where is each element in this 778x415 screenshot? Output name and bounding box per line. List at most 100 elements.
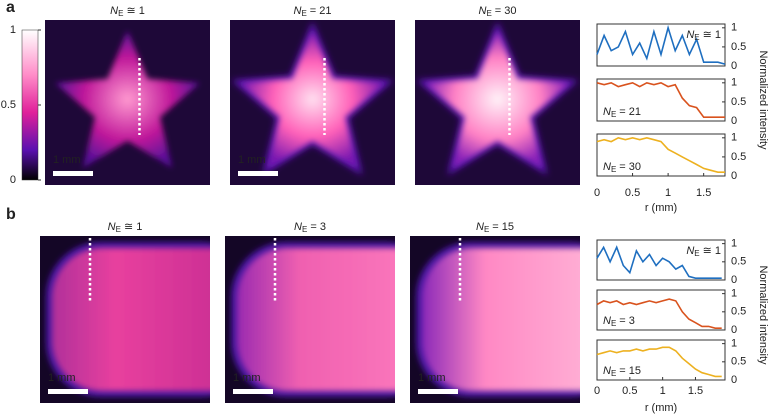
- subscript: E: [611, 165, 616, 174]
- image: [230, 20, 395, 185]
- capsule: [52, 248, 210, 391]
- subscript: E: [301, 9, 306, 18]
- subscript: E: [611, 369, 616, 378]
- subscript: E: [302, 225, 307, 234]
- scale-bar: [53, 171, 93, 176]
- legend-label: NE = 3: [603, 315, 635, 328]
- image-title: NE ≅ 1: [110, 5, 145, 18]
- legend-label: NE = 15: [603, 365, 641, 378]
- y-tick-label: 1: [731, 288, 737, 300]
- colorbar-tick-label: 1: [10, 24, 16, 36]
- star: [55, 30, 200, 168]
- y-axis-label: Normalized intensity: [757, 265, 769, 365]
- legend-label: NE ≅ 1: [686, 29, 721, 42]
- x-tick-label: 0: [594, 187, 600, 199]
- relation: = 3: [310, 221, 326, 233]
- y-tick-label: 1: [731, 22, 737, 34]
- y-tick-label: 0: [731, 374, 737, 386]
- y-tick-label: 1: [731, 238, 737, 250]
- profile-curve: [596, 81, 725, 118]
- legend-label: NE = 21: [603, 106, 641, 119]
- image: [225, 236, 395, 403]
- image-title: NE = 30: [478, 5, 516, 18]
- image-title: NE ≅ 1: [108, 221, 143, 234]
- capsule: [237, 248, 395, 391]
- star: [425, 30, 570, 168]
- legend-label: NE = 30: [603, 161, 641, 174]
- symbol: N: [294, 221, 302, 233]
- x-tick-label: 0.5: [625, 187, 640, 199]
- x-tick-label: 1: [660, 385, 666, 397]
- subscript: E: [694, 249, 699, 258]
- y-axis-label: Normalized intensity: [757, 50, 769, 150]
- profile-curve: [596, 24, 726, 65]
- y-tick-label: 0: [731, 274, 737, 286]
- x-tick-label: 1: [665, 187, 671, 199]
- y-tick-label: 1: [731, 132, 737, 144]
- x-tick-label: 1.5: [696, 187, 711, 199]
- y-tick-label: 0: [731, 60, 737, 72]
- panel-label: b: [6, 206, 16, 223]
- colorbar-tick-label: 0: [10, 174, 16, 186]
- profile-curve: [596, 346, 722, 378]
- image: [410, 236, 580, 403]
- x-tick-label: 1.5: [688, 385, 703, 397]
- subscript: E: [611, 319, 616, 328]
- scale-bar: [48, 389, 88, 394]
- plot-frame: [596, 339, 726, 381]
- y-tick-label: 0: [731, 170, 737, 182]
- subscript: E: [484, 225, 489, 234]
- relation: ≅ 1: [126, 5, 144, 17]
- symbol: N: [293, 5, 301, 17]
- subscript: E: [118, 9, 123, 18]
- image: [415, 20, 580, 185]
- profile-curve: [596, 298, 722, 329]
- colorbar-tick-label: 0.5: [1, 99, 16, 111]
- x-axis-label: r (mm): [645, 202, 677, 214]
- capsule: [422, 248, 580, 391]
- relation: ≅ 1: [703, 245, 721, 257]
- x-tick-label: 0: [594, 385, 600, 397]
- star: [240, 30, 385, 168]
- scale-bar-label: 1 mm: [48, 372, 76, 384]
- panel-label: a: [6, 0, 15, 16]
- plot-frame: [596, 133, 726, 177]
- subscript: E: [486, 9, 491, 18]
- image: [45, 20, 210, 185]
- relation: = 21: [619, 106, 641, 118]
- profile-curve: [596, 245, 722, 279]
- relation: = 30: [619, 161, 641, 173]
- symbol: N: [686, 245, 694, 257]
- plot-frame: [596, 23, 726, 67]
- symbol: N: [110, 5, 118, 17]
- image-title: NE = 21: [293, 5, 331, 18]
- symbol: N: [603, 161, 611, 173]
- y-tick-label: 0.5: [731, 41, 746, 53]
- scale-bar-label: 1 mm: [233, 372, 261, 384]
- relation: = 3: [619, 315, 635, 327]
- y-tick-label: 1: [731, 338, 737, 350]
- y-tick-label: 0.5: [731, 256, 746, 268]
- y-tick-label: 0.5: [731, 96, 746, 108]
- y-tick-label: 1: [731, 77, 737, 89]
- subscript: E: [116, 225, 121, 234]
- relation: = 15: [492, 221, 514, 233]
- scale-bar: [238, 171, 278, 176]
- plot-frame: [596, 239, 726, 281]
- scale-bar-label: 1 mm: [53, 154, 81, 166]
- plot-frame: [596, 78, 726, 122]
- legend-label: NE ≅ 1: [686, 245, 721, 258]
- relation: = 30: [495, 5, 517, 17]
- image-title: NE = 15: [476, 221, 514, 234]
- scale-bar: [418, 389, 458, 394]
- symbol: N: [476, 221, 484, 233]
- relation: ≅ 1: [124, 221, 142, 233]
- relation: = 21: [310, 5, 332, 17]
- symbol: N: [686, 29, 694, 41]
- symbol: N: [603, 315, 611, 327]
- profile-curve: [596, 136, 725, 173]
- scale-bar: [233, 389, 273, 394]
- symbol: N: [603, 365, 611, 377]
- symbol: N: [478, 5, 486, 17]
